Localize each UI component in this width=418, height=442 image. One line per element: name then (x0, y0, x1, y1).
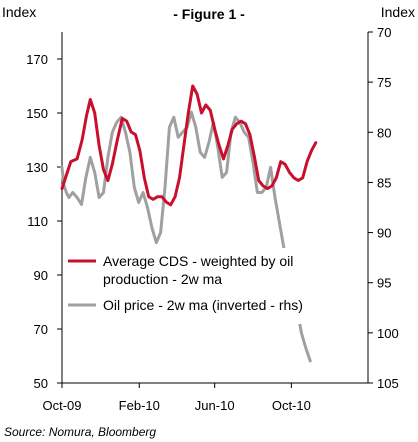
figure-title: - Figure 1 - (173, 6, 245, 22)
x-tick-label: Oct-10 (272, 398, 311, 413)
left-tick-label: 90 (34, 268, 48, 283)
axes: 50 70 90 110 130 150 170 70 75 80 85 90 95 100 105 Oct-… (26, 25, 398, 413)
legend-oil-label: Oil price - 2w ma (inverted - rhs) (103, 297, 303, 313)
right-tick-label: 90 (377, 226, 391, 241)
legend-background (64, 248, 334, 324)
series-lines (60, 84, 318, 363)
left-tick-label: 130 (26, 160, 48, 175)
right-tick-label: 95 (377, 276, 391, 291)
legend-cds-label-line: Average CDS - weighted by oil (103, 253, 293, 269)
right-tick-label: 75 (377, 75, 391, 90)
left-tick-label: 50 (34, 376, 48, 391)
right-tick-label: 85 (377, 175, 391, 190)
left-tick-label: 150 (26, 106, 48, 121)
legend-cds-label-line: production - 2w ma (103, 271, 222, 287)
cds-line (60, 84, 318, 207)
right-axis-unit: Index (380, 4, 415, 20)
legend: Average CDS - weighted by oil production … (64, 248, 334, 324)
x-tick-label: Feb-10 (119, 398, 160, 413)
page-title: - Figure 1 - (0, 6, 418, 22)
x-tick-label: Jun-10 (195, 398, 235, 413)
right-tick-label: 70 (377, 25, 391, 40)
right-tick-label: 80 (377, 125, 391, 140)
oil-price-line (60, 110, 312, 363)
left-tick-label: 70 (34, 322, 48, 337)
left-axis-unit: Index (2, 4, 37, 20)
left-tick-label: 110 (27, 214, 48, 229)
left-tick-label: 170 (26, 52, 48, 67)
right-tick-label: 100 (377, 326, 399, 341)
right-tick-label: 105 (377, 376, 399, 391)
legend-cds-label: Average CDS - weighted by oil production … (103, 253, 293, 287)
source-note: Source: Nomura, Bloomberg (4, 425, 157, 439)
x-tick-label: Oct-09 (42, 398, 81, 413)
